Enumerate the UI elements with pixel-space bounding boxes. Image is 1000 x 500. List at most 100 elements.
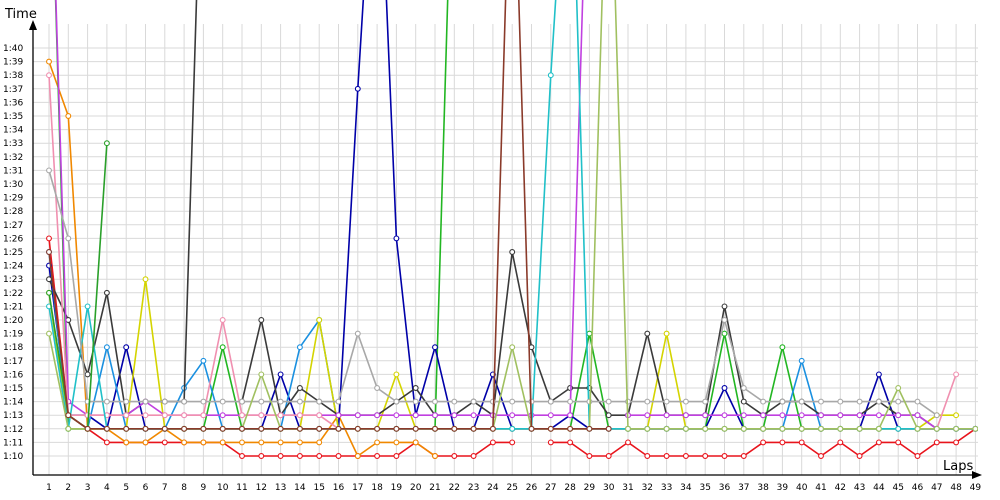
data-point	[489, 425, 496, 432]
x-tick-label: 4	[104, 483, 110, 493]
data-point	[432, 425, 438, 432]
data-point	[586, 453, 593, 459]
data-point	[682, 453, 689, 459]
y-tick-label: 1:37	[3, 85, 23, 95]
data-point	[296, 398, 303, 405]
x-tick-label: 10	[217, 483, 229, 493]
x-tick-label: 42	[835, 483, 846, 493]
data-point	[181, 425, 188, 432]
x-tick-label: 33	[661, 483, 672, 493]
data-point	[335, 425, 342, 432]
data-point	[586, 330, 593, 337]
data-point	[702, 398, 709, 405]
data-point	[856, 412, 863, 419]
data-point	[605, 425, 612, 432]
x-tick-label: 7	[162, 483, 168, 493]
x-tick-label: 40	[796, 483, 808, 493]
data-point	[682, 425, 689, 432]
data-point	[239, 425, 245, 432]
series-14	[46, 0, 612, 432]
data-point	[509, 398, 516, 405]
data-point	[933, 412, 940, 419]
data-point	[663, 398, 670, 405]
data-point	[875, 439, 882, 446]
series-11	[46, 167, 940, 419]
y-axis-title: Time	[4, 7, 37, 22]
data-point	[258, 398, 265, 405]
data-point	[760, 398, 767, 405]
data-point	[354, 330, 361, 337]
data-point	[605, 398, 612, 405]
data-point	[451, 398, 458, 405]
data-point	[682, 398, 689, 405]
x-tick-label: 38	[757, 483, 769, 493]
data-point	[953, 412, 960, 419]
data-point	[84, 303, 91, 310]
data-point	[123, 412, 130, 419]
y-tick-label: 1:34	[3, 126, 23, 136]
data-point	[412, 425, 419, 432]
y-tick-label: 1:16	[3, 370, 23, 380]
data-point	[509, 425, 516, 432]
data-point	[374, 412, 381, 419]
series-layer	[46, 0, 978, 459]
data-point	[702, 425, 709, 432]
x-tick-label: 8	[181, 483, 187, 493]
data-point	[567, 425, 574, 432]
x-tick-label: 24	[487, 483, 499, 493]
data-point	[875, 412, 882, 419]
data-point	[972, 425, 978, 432]
data-point	[779, 412, 786, 419]
y-tick-label: 1:31	[3, 166, 23, 176]
data-point	[682, 412, 689, 419]
data-point	[393, 439, 400, 446]
data-point	[335, 412, 342, 419]
x-tick-label: 11	[236, 483, 247, 493]
data-point	[721, 317, 728, 323]
x-tick-label: 23	[468, 483, 479, 493]
data-point	[354, 425, 361, 432]
data-point	[740, 385, 747, 391]
x-axis-title: Laps	[943, 459, 973, 474]
x-tick-label: 45	[892, 483, 903, 493]
data-point	[200, 425, 207, 432]
y-tick-label: 1:39	[3, 58, 23, 68]
y-tick-label: 1:15	[3, 384, 23, 394]
y-tick-label: 1:17	[3, 357, 23, 367]
data-point	[451, 412, 458, 419]
data-point	[953, 371, 960, 378]
data-point	[509, 412, 516, 419]
y-tick-label: 1:11	[3, 438, 23, 448]
data-point	[779, 344, 786, 351]
series-6	[46, 276, 960, 432]
data-point	[432, 398, 438, 405]
y-tick-label: 1:40	[3, 44, 23, 54]
data-point	[258, 425, 265, 432]
x-tick-label: 6	[143, 483, 149, 493]
data-point	[837, 439, 844, 446]
y-tick-label: 1:36	[3, 98, 23, 108]
data-point	[547, 439, 554, 446]
data-point	[760, 412, 767, 419]
y-tick-label: 1:25	[3, 248, 23, 258]
data-point	[779, 439, 786, 446]
x-tick-label: 2	[65, 483, 71, 493]
data-point	[142, 439, 149, 446]
data-point	[547, 425, 554, 432]
x-tick-label: 22	[449, 483, 460, 493]
series-line	[54, 0, 449, 430]
x-tick-label: 27	[545, 483, 556, 493]
data-point	[123, 439, 130, 446]
data-point	[46, 58, 52, 65]
y-tick-label: 1:22	[3, 289, 23, 299]
series-8	[55, 0, 978, 432]
data-point	[239, 398, 245, 405]
data-point	[219, 412, 226, 419]
x-tick-label: 37	[738, 483, 749, 493]
y-tick-label: 1:13	[3, 411, 23, 421]
data-point	[46, 249, 52, 255]
x-tick-label: 1	[46, 483, 52, 493]
data-point	[818, 453, 824, 459]
x-tick-label: 17	[352, 483, 363, 493]
data-point	[895, 398, 902, 405]
